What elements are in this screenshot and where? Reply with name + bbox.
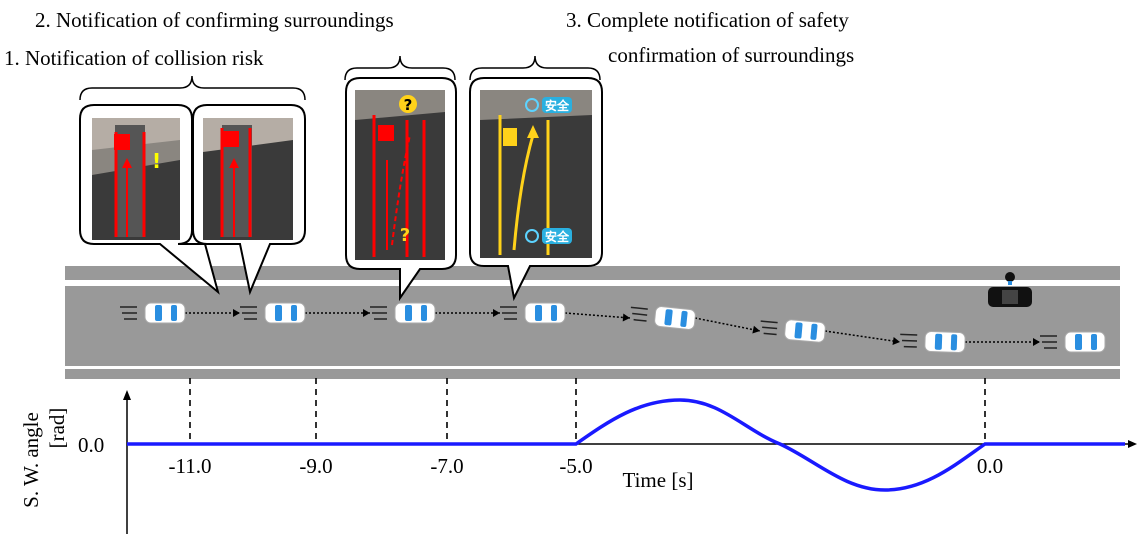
x-tick-label: -5.0 [559,454,592,478]
car-window [551,305,557,321]
car-window [275,305,282,321]
car-body [145,303,185,323]
rider [1005,272,1015,282]
brace [80,76,305,100]
car-window [291,305,297,321]
panel-image: ? ? [355,90,445,260]
step3-label: 3. Complete notification of safety [566,8,849,32]
brace [345,56,455,80]
car-window [171,305,177,321]
car-body [395,303,435,323]
y-axis-label: S. W. angle [19,412,43,508]
speed-line [902,340,917,341]
safe-badge: 安全 [545,98,570,113]
lane-line [65,283,1120,285]
road-edge [65,266,1120,280]
panel-image: 安全 安全 [480,90,592,258]
x-tick-label: -11.0 [169,454,212,478]
car-window [421,305,427,321]
warning-mark: ! [152,149,161,173]
question-mark: ? [400,225,410,246]
car-window [1075,334,1082,350]
car-window [535,305,542,321]
car-body [1065,332,1105,352]
figure: 2. Notification of confirming surroundin… [0,0,1137,534]
car-body [525,303,565,323]
car-window [155,305,162,321]
x-axis-label: Time [s] [623,468,694,492]
car-body [265,303,305,323]
panel-image [203,118,293,240]
rider-detail [1008,281,1012,285]
brace [470,56,600,80]
speed-line [900,334,917,335]
car-body [784,319,826,342]
step3-label: confirmation of surroundings [608,43,854,67]
car-window [405,305,412,321]
question-mark: ? [404,96,413,114]
step1-label: 1. Notification of collision risk [4,46,264,70]
x-tick-label: -9.0 [299,454,332,478]
car-window [1091,334,1097,350]
road-edge [65,369,1120,379]
x-tick-label: 0.0 [977,454,1003,478]
car-body [654,306,696,330]
axis-arrow [1128,440,1137,448]
road [65,286,1120,366]
y-axis-label: [rad] [45,408,69,449]
car-window [935,334,943,350]
y-tick-label: 0.0 [78,433,104,457]
car-body [925,331,966,352]
step2-label: 2. Notification of confirming surroundin… [35,8,394,32]
safe-badge: 安全 [545,229,570,244]
car-window [951,334,958,350]
x-tick-label: -7.0 [430,454,463,478]
car-window [794,322,802,339]
panel-image: ! [92,118,180,240]
axis-arrow [123,390,131,400]
vehicle-window [1002,290,1018,304]
